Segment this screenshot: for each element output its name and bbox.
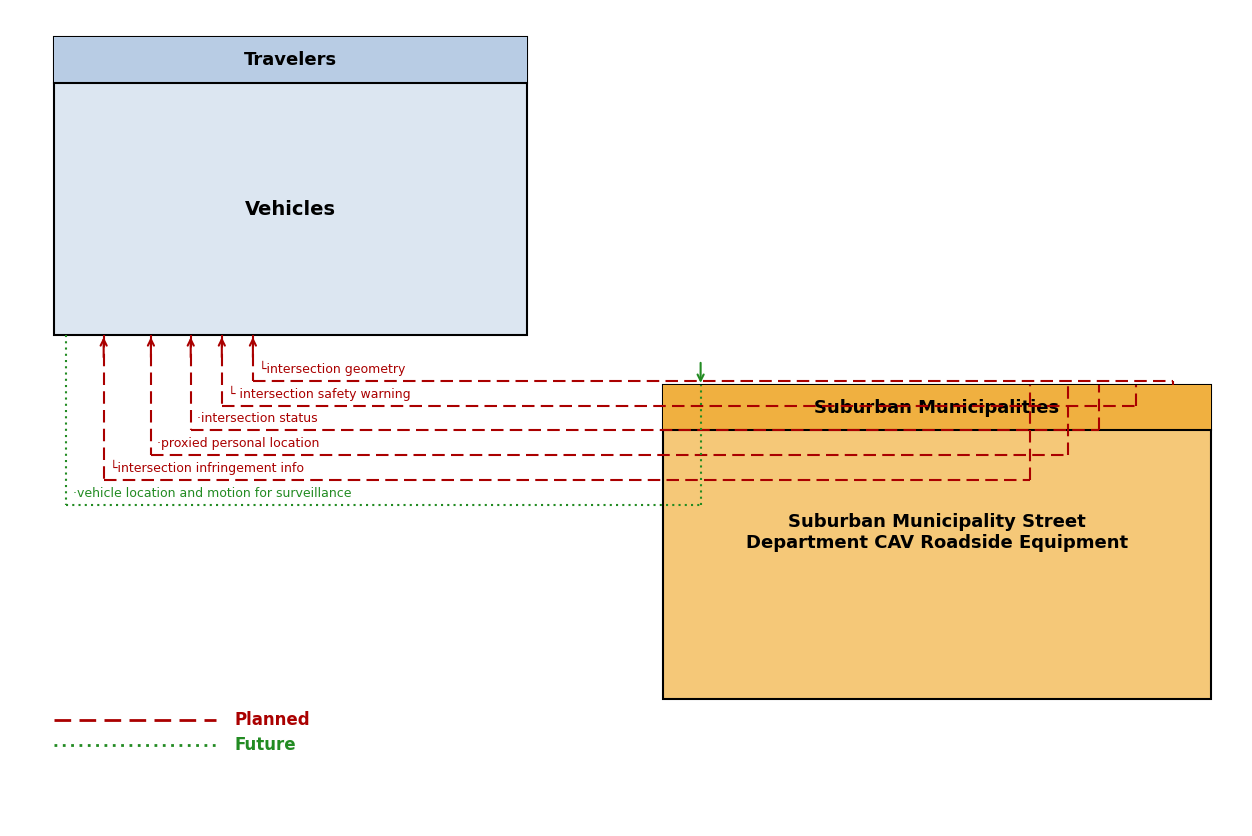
Text: ·vehicle location and motion for surveillance: ·vehicle location and motion for surveil… xyxy=(73,487,351,500)
Text: Suburban Municipalities: Suburban Municipalities xyxy=(814,399,1059,416)
Text: Suburban Municipality Street
Department CAV Roadside Equipment: Suburban Municipality Street Department … xyxy=(746,513,1128,552)
Text: ·intersection status: ·intersection status xyxy=(197,412,318,426)
Text: └intersection infringement info: └intersection infringement info xyxy=(110,460,304,475)
Text: Planned: Planned xyxy=(234,711,309,729)
Bar xyxy=(664,385,1211,431)
Bar xyxy=(664,385,1211,700)
Bar xyxy=(54,38,527,83)
Text: Future: Future xyxy=(234,736,295,754)
Text: Vehicles: Vehicles xyxy=(244,200,336,218)
Text: Travelers: Travelers xyxy=(244,51,337,69)
Bar xyxy=(54,38,527,335)
Text: └intersection geometry: └intersection geometry xyxy=(259,360,406,376)
Text: └ intersection safety warning: └ intersection safety warning xyxy=(228,385,411,400)
Text: ·proxied personal location: ·proxied personal location xyxy=(158,437,319,451)
